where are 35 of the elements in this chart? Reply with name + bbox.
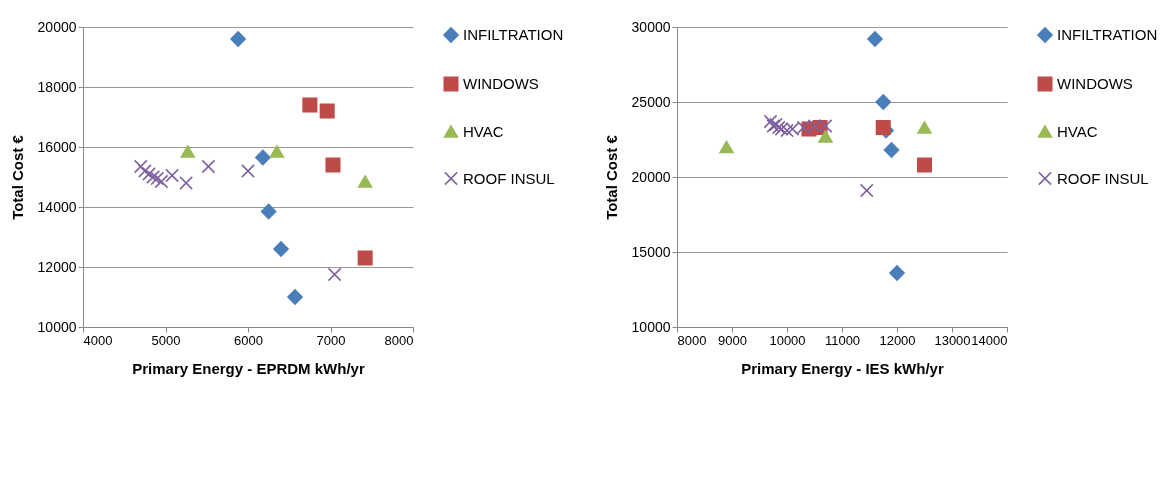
x-tick-label: 14000 (971, 332, 1008, 348)
x-tick-label: 5000 (151, 332, 181, 348)
y-tick-label: 30000 (631, 18, 671, 35)
y-tick-label: 18000 (37, 78, 77, 95)
y-tick-label: 20000 (631, 168, 671, 185)
y-tick-label: 10000 (631, 318, 671, 335)
x-axis-title: Primary Energy - IES kWh/yr (741, 359, 944, 377)
y-tick-label: 15000 (631, 243, 671, 260)
legend-label: ROOF INSUL (1057, 169, 1149, 187)
x-tick-label: 7000 (316, 332, 346, 348)
y-tick-label: 16000 (37, 138, 77, 155)
legend-label: ROOF INSUL (463, 169, 555, 187)
legend-label: INFILTRATION (1057, 26, 1158, 43)
y-tick-label: 14000 (37, 198, 77, 215)
x-tick-label: 8000 (384, 332, 414, 348)
x-tick-label: 8000 (677, 332, 707, 348)
x-tick-label: 9000 (718, 332, 747, 348)
legend-label: INFILTRATION (463, 26, 564, 43)
legend-label: WINDOWS (1057, 75, 1133, 92)
legend-label: HVAC (463, 122, 504, 140)
y-tick-label: 25000 (631, 93, 671, 110)
y-tick-label: 10000 (37, 318, 77, 335)
x-axis-title: Primary Energy - EPRDM kWh/yr (132, 359, 365, 377)
x-tick-label: 10000 (769, 332, 806, 348)
y-tick-label: 20000 (37, 18, 77, 35)
y-tick-label: 12000 (37, 258, 77, 275)
x-tick-label: 6000 (234, 332, 263, 348)
x-tick-label: 12000 (879, 332, 916, 348)
x-tick-label: 4000 (83, 332, 113, 348)
y-axis-title: Total Cost € (8, 134, 26, 220)
legend-label: WINDOWS (463, 75, 539, 92)
x-tick-label: 13000 (934, 332, 971, 348)
x-tick-label: 11000 (824, 332, 861, 348)
y-axis-title: Total Cost € (602, 134, 620, 220)
legend-label: HVAC (1057, 122, 1098, 140)
